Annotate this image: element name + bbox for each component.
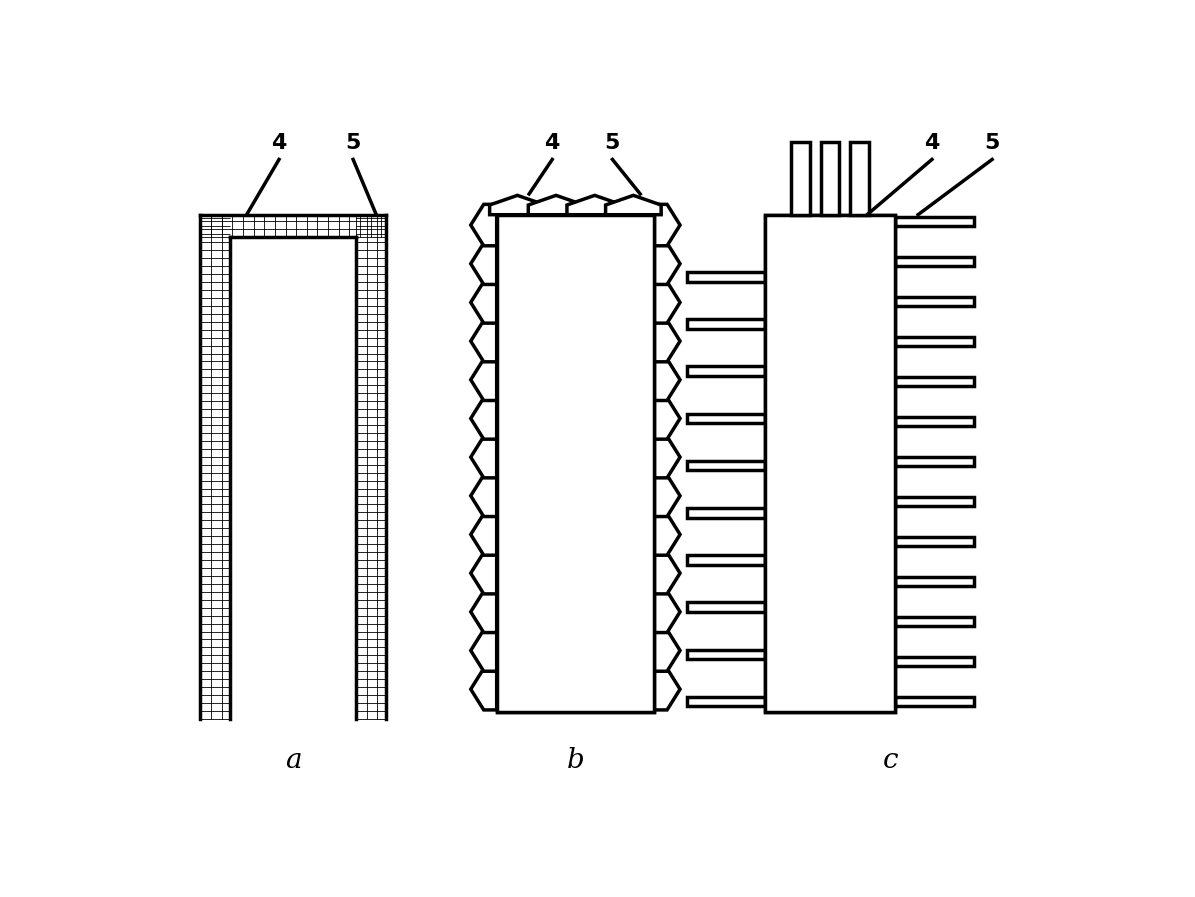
Bar (895, 457, 974, 466)
Polygon shape (654, 282, 680, 323)
Bar (895, 497, 974, 507)
Bar (686, 508, 765, 518)
Bar (686, 555, 765, 565)
Bar (686, 461, 765, 471)
Polygon shape (654, 553, 680, 594)
Polygon shape (654, 359, 680, 400)
Bar (791, 142, 810, 214)
Bar (765, 214, 895, 712)
Polygon shape (654, 320, 680, 361)
Bar (895, 297, 974, 307)
Text: 4: 4 (545, 133, 560, 152)
Polygon shape (654, 668, 680, 710)
Text: b: b (566, 747, 584, 774)
Polygon shape (528, 196, 584, 214)
Text: 4: 4 (924, 133, 939, 152)
Polygon shape (471, 475, 497, 517)
Polygon shape (654, 514, 680, 555)
Polygon shape (471, 591, 497, 632)
Bar (895, 617, 974, 626)
Bar (497, 214, 654, 712)
Text: 5: 5 (345, 133, 361, 152)
Bar (895, 697, 974, 707)
Polygon shape (471, 359, 497, 400)
Polygon shape (654, 205, 680, 246)
Text: 5: 5 (985, 133, 1000, 152)
Bar (686, 272, 765, 282)
Polygon shape (471, 668, 497, 710)
Bar (686, 414, 765, 423)
Polygon shape (471, 630, 497, 671)
Text: c: c (883, 747, 897, 774)
Bar (229, 237, 356, 718)
Bar (895, 217, 974, 226)
Polygon shape (490, 196, 545, 214)
Bar (686, 366, 765, 376)
Polygon shape (471, 553, 497, 594)
Bar (895, 536, 974, 546)
Polygon shape (566, 196, 623, 214)
Bar (686, 697, 765, 707)
Bar (895, 417, 974, 426)
Polygon shape (471, 282, 497, 323)
Bar (765, 214, 895, 712)
Polygon shape (606, 196, 661, 214)
Bar (895, 657, 974, 666)
Text: 5: 5 (605, 133, 620, 152)
Bar (686, 603, 765, 612)
Polygon shape (654, 437, 680, 478)
Polygon shape (471, 205, 497, 246)
Text: a: a (284, 747, 301, 774)
Polygon shape (471, 437, 497, 478)
Bar (895, 577, 974, 587)
Polygon shape (654, 243, 680, 284)
Polygon shape (654, 630, 680, 671)
Polygon shape (654, 475, 680, 517)
Bar (686, 649, 765, 659)
Polygon shape (471, 243, 497, 284)
Polygon shape (471, 397, 497, 440)
Text: 4: 4 (271, 133, 287, 152)
Polygon shape (471, 320, 497, 361)
Bar (895, 336, 974, 346)
Polygon shape (471, 514, 497, 555)
Bar (895, 377, 974, 387)
Polygon shape (654, 591, 680, 632)
Polygon shape (654, 397, 680, 440)
Bar (686, 319, 765, 329)
Bar (497, 214, 654, 712)
Bar (895, 257, 974, 266)
Bar (851, 142, 869, 214)
Bar (821, 142, 839, 214)
